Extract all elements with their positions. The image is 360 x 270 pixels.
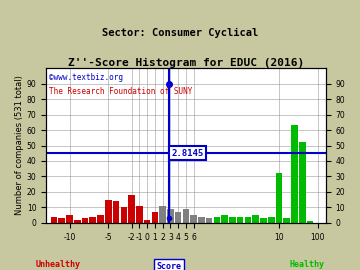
Title: Z''-Score Histogram for EDUC (2016): Z''-Score Histogram for EDUC (2016) <box>68 58 304 68</box>
Bar <box>74 220 81 223</box>
Bar <box>190 215 197 223</box>
Bar <box>183 209 189 223</box>
Bar <box>121 207 127 223</box>
Bar <box>97 215 104 223</box>
Bar <box>105 200 112 223</box>
Bar <box>90 217 96 223</box>
Bar <box>159 206 166 223</box>
Bar <box>245 217 251 223</box>
Bar <box>58 218 65 223</box>
Bar <box>167 209 174 223</box>
Bar <box>198 217 205 223</box>
Bar <box>206 218 212 223</box>
Bar <box>221 215 228 223</box>
Text: Unhealthy: Unhealthy <box>36 260 81 269</box>
Bar <box>237 217 243 223</box>
Bar <box>144 220 150 223</box>
Y-axis label: Number of companies (531 total): Number of companies (531 total) <box>15 76 24 215</box>
Bar <box>299 142 306 223</box>
Text: Sector: Consumer Cyclical: Sector: Consumer Cyclical <box>102 28 258 38</box>
Bar <box>213 217 220 223</box>
Bar <box>128 195 135 223</box>
Bar <box>51 217 57 223</box>
Bar <box>283 218 290 223</box>
Bar <box>229 217 236 223</box>
Bar <box>268 217 275 223</box>
Bar <box>260 218 267 223</box>
Bar <box>307 221 313 223</box>
Text: Score: Score <box>157 262 182 270</box>
Bar <box>175 212 181 223</box>
Bar <box>276 173 282 223</box>
Bar <box>152 212 158 223</box>
Bar <box>252 215 259 223</box>
Text: Healthy: Healthy <box>289 260 324 269</box>
Bar <box>291 125 298 223</box>
Bar <box>136 206 143 223</box>
Text: ©www.textbiz.org: ©www.textbiz.org <box>49 73 123 82</box>
Bar <box>66 215 73 223</box>
Bar <box>82 218 88 223</box>
Bar <box>113 201 120 223</box>
Text: The Research Foundation of SUNY: The Research Foundation of SUNY <box>49 87 192 96</box>
Text: 2.8145: 2.8145 <box>171 149 203 158</box>
